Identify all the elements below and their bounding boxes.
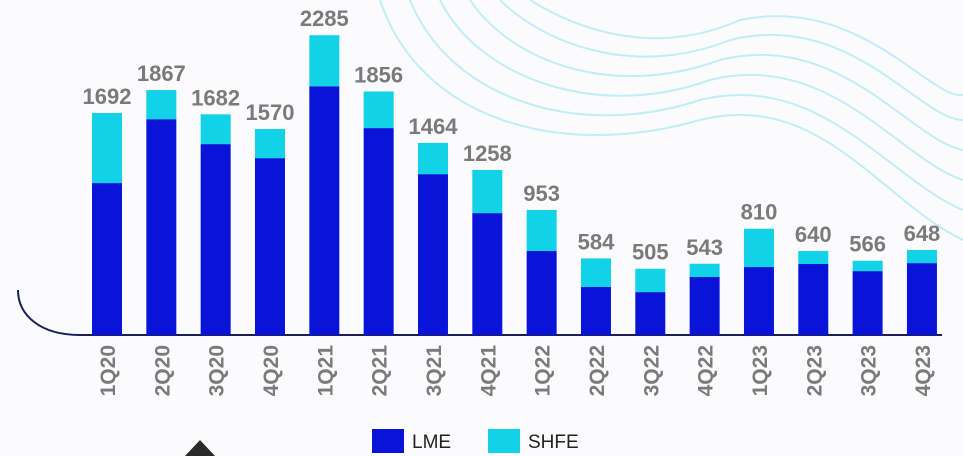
x-tick-label: 4Q21 — [477, 345, 500, 397]
total-label: 505 — [632, 240, 669, 265]
bar-segment — [309, 35, 339, 86]
total-label: 1682 — [191, 85, 240, 110]
total-label: 584 — [578, 229, 615, 254]
total-label: 640 — [795, 222, 832, 247]
bar-segment — [635, 292, 665, 335]
x-tick-label: 1Q22 — [532, 345, 555, 396]
bar-segment — [581, 287, 611, 335]
bar-segment — [364, 91, 394, 128]
x-tick-label: 1Q23 — [749, 345, 772, 396]
x-tick-label: 3Q20 — [206, 345, 229, 396]
legend-label: SHFE — [528, 432, 579, 453]
bar-segment — [201, 114, 231, 144]
bar-segment — [201, 144, 231, 335]
bar-segment — [527, 251, 557, 335]
bar-segment — [744, 267, 774, 335]
x-tick-label: 1Q20 — [97, 345, 120, 396]
bar-segment — [907, 250, 937, 263]
bar-segment — [472, 213, 502, 335]
decor-arc — [18, 290, 80, 335]
bar-segment — [744, 229, 774, 267]
bar-segment — [690, 277, 720, 335]
bar-segment — [146, 90, 176, 119]
bar-segment — [146, 119, 176, 335]
x-tick-label: 3Q22 — [640, 345, 663, 396]
x-tick-label: 3Q21 — [423, 345, 446, 397]
bar-segment — [255, 129, 285, 158]
total-label: 1856 — [354, 62, 403, 87]
bar-segment — [92, 183, 122, 335]
bar-segment — [255, 158, 285, 335]
chart: 1692 1Q20 1867 2Q20 1682 3Q20 1570 4Q20 2285 1Q21… — [0, 0, 963, 456]
bar-segment — [798, 264, 828, 335]
x-tick-label: 3Q23 — [858, 345, 881, 396]
total-label: 566 — [849, 232, 886, 257]
x-tick-label: 2Q21 — [369, 345, 392, 397]
legend-swatch — [372, 429, 404, 453]
total-label: 810 — [741, 200, 778, 225]
legend-swatch — [488, 429, 520, 453]
total-label: 953 — [523, 181, 560, 206]
decor-shape — [185, 440, 215, 456]
total-label: 1867 — [137, 61, 186, 86]
bar-segment — [635, 269, 665, 292]
bar-segment — [418, 174, 448, 335]
bar-segment — [581, 258, 611, 287]
total-label: 648 — [904, 221, 941, 246]
total-label: 1692 — [83, 84, 132, 109]
bar-segment — [853, 271, 883, 335]
bar-segment — [418, 143, 448, 174]
background-swirl — [380, 0, 963, 240]
total-label: 1464 — [409, 114, 459, 139]
total-label: 1258 — [463, 141, 512, 166]
bar-segment — [690, 264, 720, 277]
total-label: 1570 — [246, 100, 295, 125]
bar-segment — [364, 128, 394, 335]
bar-segment — [472, 170, 502, 213]
total-label: 2285 — [300, 6, 349, 31]
x-tick-label: 4Q20 — [260, 345, 283, 396]
bar-segment — [907, 263, 937, 335]
total-label: 543 — [686, 235, 723, 260]
bar-segment — [309, 86, 339, 335]
bar-segment — [798, 251, 828, 264]
bar-segment — [92, 113, 122, 183]
x-tick-label: 1Q21 — [314, 345, 337, 397]
bar-segment — [853, 261, 883, 271]
x-tick-label: 4Q22 — [695, 345, 718, 396]
x-tick-label: 2Q22 — [586, 345, 609, 396]
x-tick-label: 4Q23 — [912, 345, 935, 396]
x-tick-label: 2Q20 — [151, 345, 174, 396]
legend-label: LME — [412, 432, 451, 453]
x-tick-label: 2Q23 — [803, 345, 826, 396]
bar-segment — [527, 210, 557, 251]
